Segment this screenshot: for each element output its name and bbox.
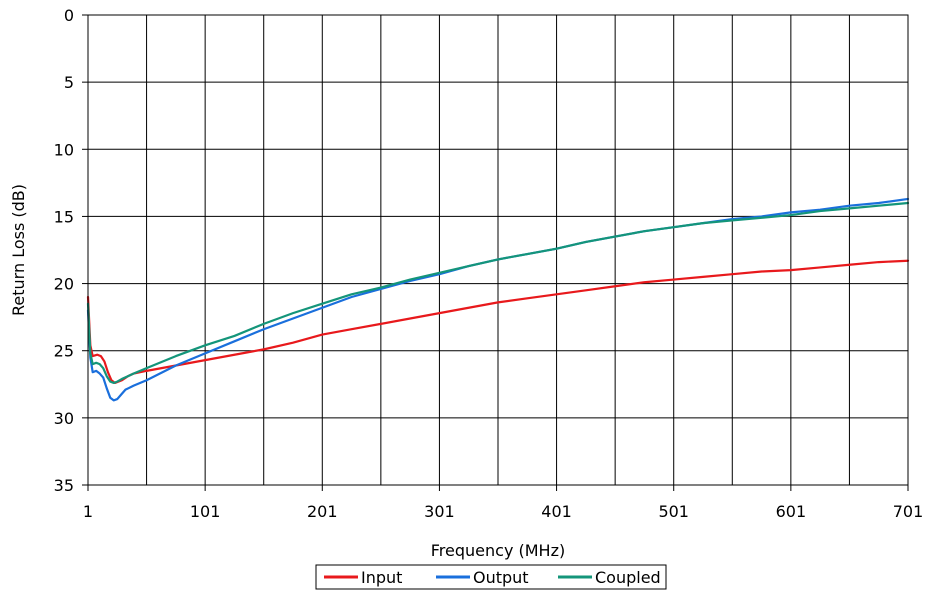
series-layer	[86, 197, 910, 402]
x-axis-ticks: 1 101 201 301 401 501 601 701	[83, 485, 923, 521]
x-tick-label: 201	[307, 502, 338, 521]
x-tick-label: 701	[893, 502, 924, 521]
legend-box	[315, 564, 667, 590]
x-tick-label: 501	[658, 502, 689, 521]
y-tick-label: 10	[54, 140, 74, 159]
legend-label-input: Input	[361, 568, 402, 587]
y-tick-label: 30	[54, 409, 74, 428]
x-tick-label: 301	[424, 502, 455, 521]
series-line-input	[86, 259, 910, 385]
legend-label-coupled: Coupled	[595, 568, 661, 587]
y-tick-label: 25	[54, 342, 74, 361]
y-axis-label: Return Loss (dB)	[9, 184, 28, 316]
x-tick-label: 401	[541, 502, 572, 521]
x-axis-label: Frequency (MHz)	[431, 541, 565, 560]
legend: Input Output Coupled	[315, 564, 667, 590]
x-tick-label: 601	[776, 502, 807, 521]
grid-lines	[88, 15, 908, 485]
plot-border	[87, 14, 909, 486]
y-tick-label: 20	[54, 275, 74, 294]
x-tick-label: 1	[83, 502, 93, 521]
y-tick-label: 15	[54, 207, 74, 226]
y-tick-label: 5	[64, 73, 74, 92]
y-tick-label: 35	[54, 476, 74, 495]
x-tick-label: 101	[190, 502, 221, 521]
legend-label-output: Output	[473, 568, 529, 587]
y-axis-ticks: 0 5 10 15 20 25 30 35	[54, 6, 88, 495]
y-tick-label: 0	[64, 6, 74, 25]
series-line-coupled	[86, 201, 910, 385]
